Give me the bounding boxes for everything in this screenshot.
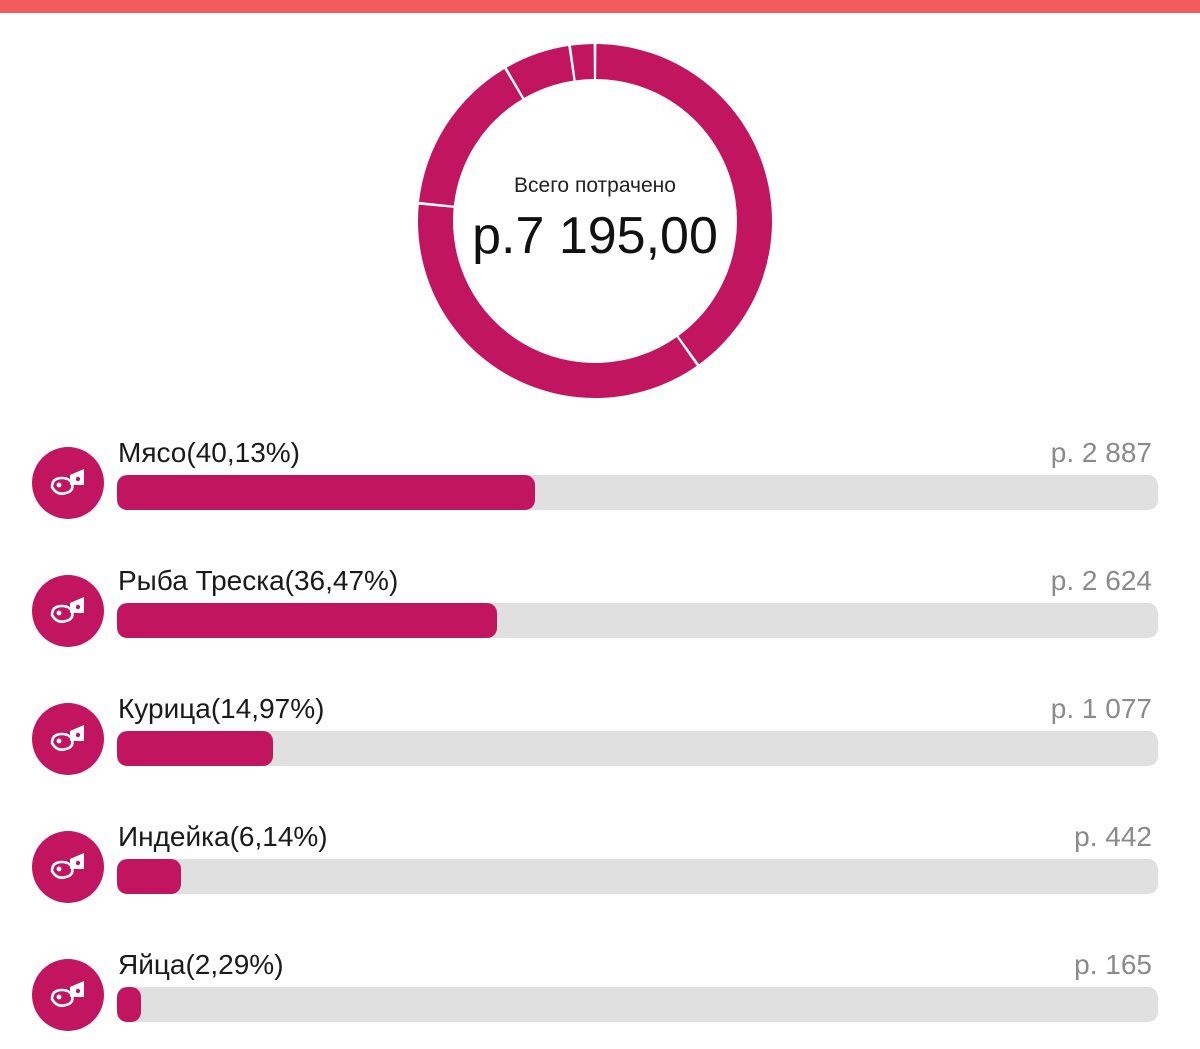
steak-shape [50, 476, 74, 496]
category-row-eggs[interactable]: Яйца(2,29%) р. 165 [0, 949, 1200, 1049]
food-icon [32, 959, 104, 1031]
food-icon-glyph [50, 853, 84, 880]
category-label: Курица(14,97%) [118, 693, 325, 724]
donut-center: Всего потрачено р.7 195,00 [418, 44, 772, 398]
steak-bone [56, 610, 62, 616]
donut-svg [418, 44, 772, 398]
top-accent-bar [0, 0, 1200, 13]
donut-slice-4 [570, 44, 594, 81]
food-icon-glyph [50, 725, 84, 752]
category-amount: р. 442 [1074, 821, 1152, 852]
category-amount: р. 165 [1074, 949, 1152, 980]
steak-shape [50, 604, 74, 624]
total-amount: р.7 195,00 [472, 207, 718, 265]
category-progress-fill [117, 731, 273, 766]
food-icon [32, 831, 104, 903]
cheese-wedge [70, 853, 84, 869]
cheese-wedge [70, 981, 84, 997]
food-icon [32, 703, 104, 775]
donut-slice-2 [419, 68, 523, 206]
category-progress-fill [117, 859, 181, 894]
cheese-hole [75, 476, 81, 482]
category-label: Рыба Треска(36,47%) [118, 565, 399, 596]
category-row-turkey[interactable]: Индейка(6,14%) р. 442 [0, 821, 1200, 921]
steak-bone [56, 994, 62, 1000]
food-icon-glyph [50, 597, 84, 624]
category-label: Индейка(6,14%) [118, 821, 328, 852]
food-icon-glyph [50, 469, 84, 496]
donut-slice-0 [596, 44, 772, 365]
steak-shape [50, 732, 74, 752]
cheese-hole [75, 732, 81, 738]
category-label: Мясо(40,13%) [118, 437, 300, 468]
cheese-wedge [70, 469, 84, 485]
category-amount: р. 1 077 [1050, 693, 1152, 724]
category-progress-fill [117, 603, 497, 638]
category-progress-fill [117, 987, 141, 1022]
category-progress-track [117, 475, 1158, 510]
category-progress-track [117, 859, 1158, 894]
steak-shape [50, 988, 74, 1008]
food-icon-glyph [50, 981, 84, 1008]
steak-bone [56, 482, 62, 488]
steak-bone [56, 866, 62, 872]
category-label: Яйца(2,29%) [118, 949, 284, 980]
category-amount: р. 2 887 [1050, 437, 1152, 468]
category-amount: р. 2 624 [1050, 565, 1152, 596]
spending-donut-chart: Всего потрачено р.7 195,00 [418, 44, 772, 398]
food-icon [32, 575, 104, 647]
donut-slice-1 [418, 204, 697, 398]
total-label: Всего потрачено [514, 174, 676, 197]
category-progress-fill [117, 475, 535, 510]
category-progress-track [117, 987, 1158, 1022]
category-progress-track [117, 603, 1158, 638]
cheese-hole [75, 988, 81, 994]
food-icon [32, 447, 104, 519]
cheese-hole [75, 604, 81, 610]
category-row-chicken[interactable]: Курица(14,97%) р. 1 077 [0, 693, 1200, 793]
cheese-wedge [70, 725, 84, 741]
category-progress-track [117, 731, 1158, 766]
category-row-cod[interactable]: Рыба Треска(36,47%) р. 2 624 [0, 565, 1200, 665]
donut-slice-3 [506, 46, 574, 98]
steak-shape [50, 860, 74, 880]
category-row-meat[interactable]: Мясо(40,13%) р. 2 887 [0, 437, 1200, 537]
cheese-hole [75, 860, 81, 866]
steak-bone [56, 738, 62, 744]
cheese-wedge [70, 597, 84, 613]
